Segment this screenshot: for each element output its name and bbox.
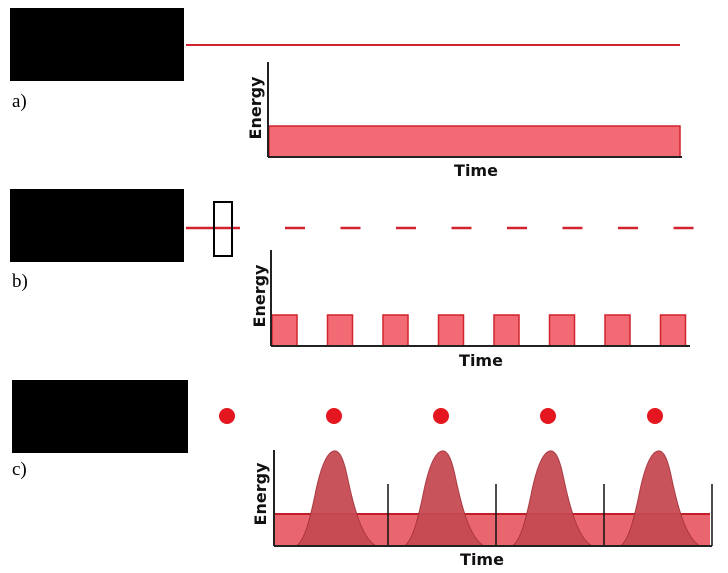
pulse-peaks [295, 450, 702, 547]
chopped-pulse [326, 314, 354, 347]
panel-label-a: a) [12, 91, 27, 112]
continuous-energy-fill [268, 125, 681, 158]
ylabel-a: Energy [246, 76, 265, 140]
chopper-box [213, 201, 233, 257]
xlabel-a: Time [454, 161, 498, 180]
pulse-dots [219, 408, 663, 424]
pulse-dot [219, 408, 235, 424]
panel-label-c: c) [12, 459, 27, 480]
pulse-dot [540, 408, 556, 424]
laser-a [10, 8, 184, 81]
panel-c: Energy Time [12, 380, 713, 569]
chopped-pulse [493, 314, 520, 347]
xlabel-b: Time [459, 351, 503, 370]
ylabel-b: Energy [250, 264, 269, 328]
pulse-peak [619, 450, 702, 547]
chopped-pulse [382, 314, 409, 347]
pulse-dot [326, 408, 342, 424]
pulse-peak [403, 450, 486, 547]
panel-a: Energy Time [10, 8, 682, 180]
chopped-pulse [271, 314, 298, 347]
laser-c [12, 380, 188, 453]
pulse-dot [647, 408, 663, 424]
period-separators [387, 484, 713, 546]
laser-b [10, 189, 184, 262]
chopped-pulse [548, 314, 576, 347]
pulse-peak [295, 450, 378, 547]
chopped-pulse [437, 314, 465, 347]
pulse-dot [433, 408, 449, 424]
panel-label-b: b) [12, 271, 28, 292]
chopped-pulse [659, 314, 687, 347]
chopped-pulse [604, 314, 631, 347]
panel-b: Energy Time [10, 189, 694, 370]
xlabel-c: Time [460, 550, 504, 569]
ylabel-c: Energy [251, 462, 270, 526]
pulse-peak [511, 450, 594, 547]
chopped-pulses [271, 314, 687, 347]
